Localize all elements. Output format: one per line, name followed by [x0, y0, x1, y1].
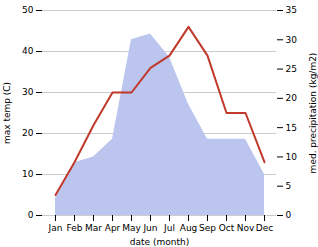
svg-text:Feb: Feb: [67, 223, 83, 233]
svg-text:0: 0: [28, 210, 34, 220]
svg-text:40: 40: [22, 46, 34, 56]
svg-text:10: 10: [22, 169, 34, 179]
svg-text:20: 20: [286, 93, 298, 103]
svg-text:Aug: Aug: [180, 223, 198, 233]
svg-text:5: 5: [286, 181, 292, 191]
svg-text:Apr: Apr: [105, 223, 121, 233]
svg-text:30: 30: [22, 87, 34, 97]
svg-text:med. precipitation (kg/m2): med. precipitation (kg/m2): [308, 53, 318, 174]
svg-text:May: May: [122, 223, 141, 233]
svg-text:15: 15: [286, 123, 297, 133]
svg-text:30: 30: [286, 35, 298, 45]
svg-text:Oct: Oct: [219, 223, 235, 233]
svg-text:Nov: Nov: [237, 223, 255, 233]
svg-text:20: 20: [22, 128, 34, 138]
svg-text:Jun: Jun: [142, 223, 157, 233]
svg-text:25: 25: [286, 64, 297, 74]
svg-text:Jul: Jul: [163, 223, 175, 233]
svg-text:date (month): date (month): [130, 237, 189, 247]
svg-text:Mar: Mar: [85, 223, 102, 233]
svg-text:0: 0: [286, 210, 292, 220]
svg-text:Sep: Sep: [199, 223, 216, 233]
svg-text:35: 35: [286, 5, 297, 15]
svg-text:10: 10: [286, 152, 298, 162]
svg-text:Dec: Dec: [256, 223, 273, 233]
svg-text:50: 50: [22, 5, 34, 15]
svg-text:Jan: Jan: [48, 223, 63, 233]
svg-text:max temp (C): max temp (C): [2, 82, 12, 144]
